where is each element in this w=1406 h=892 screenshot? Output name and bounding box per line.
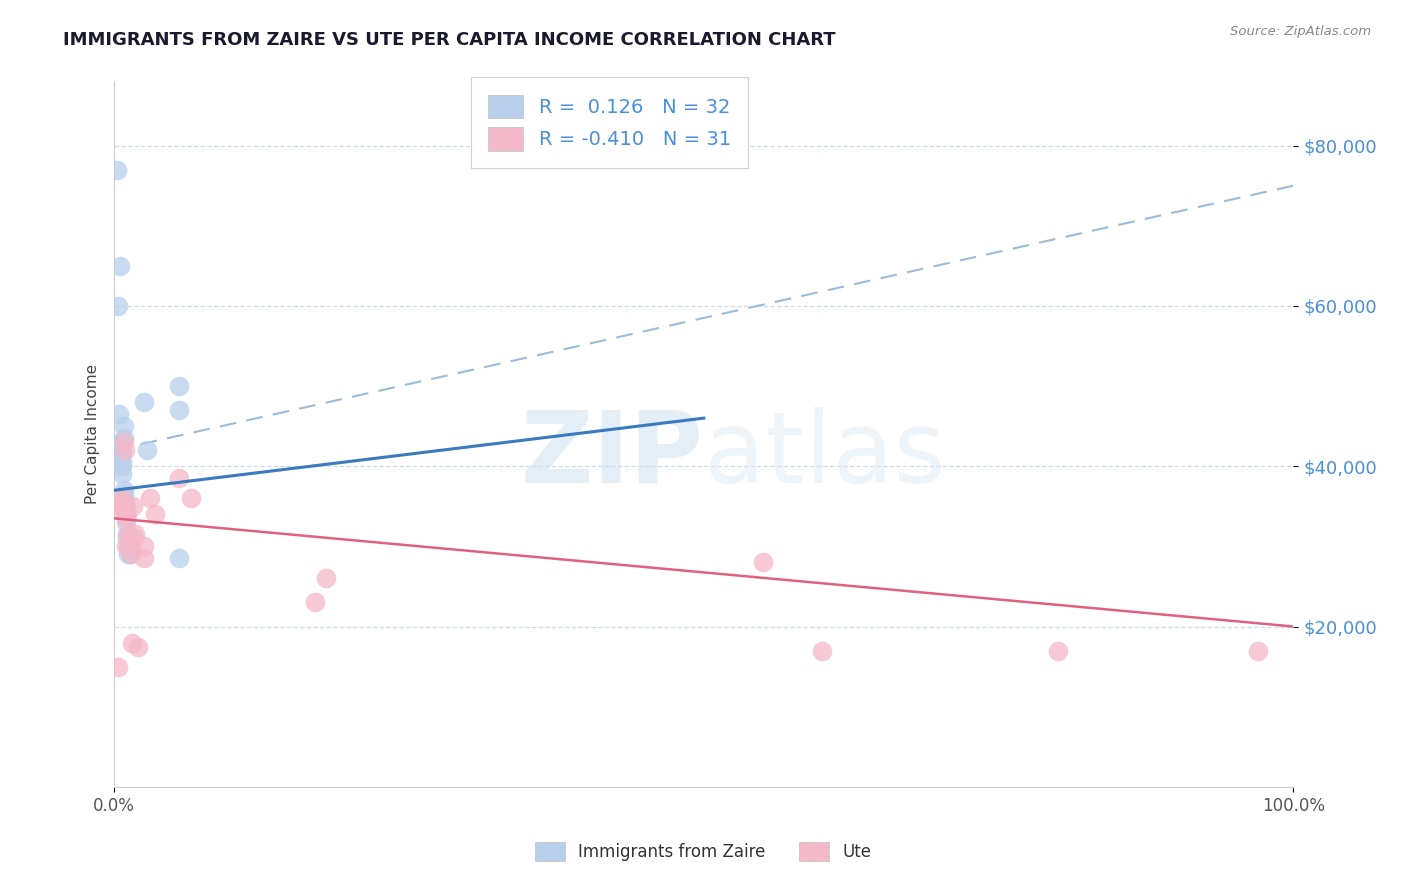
Point — [111, 459, 134, 474]
Point — [111, 491, 134, 506]
Point — [108, 407, 131, 421]
Point — [115, 503, 138, 517]
Text: IMMIGRANTS FROM ZAIRE VS UTE PER CAPITA INCOME CORRELATION CHART: IMMIGRANTS FROM ZAIRE VS UTE PER CAPITA … — [63, 31, 837, 49]
Point — [112, 419, 135, 434]
Point — [111, 467, 134, 482]
Point — [108, 503, 131, 517]
Point — [112, 431, 135, 445]
Point — [112, 487, 135, 501]
Point — [145, 508, 167, 522]
Point — [120, 543, 142, 558]
Point — [115, 511, 138, 525]
Point — [132, 551, 155, 566]
Point — [118, 535, 141, 549]
Point — [115, 540, 138, 554]
Point — [127, 640, 149, 654]
Point — [112, 483, 135, 498]
Legend: R =  0.126   N = 32, R = -0.410   N = 31: R = 0.126 N = 32, R = -0.410 N = 31 — [471, 77, 748, 169]
Y-axis label: Per Capita Income: Per Capita Income — [86, 364, 100, 504]
Point — [304, 595, 326, 609]
Legend: Immigrants from Zaire, Ute: Immigrants from Zaire, Ute — [529, 835, 877, 868]
Point — [105, 162, 128, 177]
Point — [111, 447, 134, 461]
Point — [122, 500, 145, 514]
Point — [115, 516, 138, 530]
Point — [132, 540, 155, 554]
Point — [108, 259, 131, 273]
Point — [118, 548, 141, 562]
Point — [315, 571, 337, 585]
Point — [167, 471, 190, 485]
Point — [107, 299, 129, 313]
Point — [112, 491, 135, 506]
Point — [117, 540, 139, 554]
Point — [111, 495, 134, 509]
Point — [112, 435, 135, 450]
Point — [132, 395, 155, 409]
Point — [1046, 643, 1069, 657]
Point — [115, 508, 138, 522]
Point — [110, 500, 132, 514]
Point — [167, 403, 190, 417]
Text: ZIP: ZIP — [522, 407, 704, 504]
Point — [752, 555, 775, 569]
Point — [114, 500, 136, 514]
Point — [136, 443, 159, 458]
Point — [121, 635, 143, 649]
Point — [1247, 643, 1270, 657]
Point — [114, 443, 136, 458]
Point — [117, 548, 139, 562]
Point — [115, 532, 138, 546]
Point — [115, 527, 138, 541]
Point — [111, 455, 134, 469]
Point — [117, 527, 139, 541]
Point — [167, 379, 190, 393]
Point — [114, 495, 136, 509]
Point — [114, 503, 136, 517]
Point — [124, 527, 146, 541]
Point — [138, 491, 160, 506]
Point — [115, 508, 138, 522]
Point — [120, 548, 142, 562]
Point — [107, 659, 129, 673]
Text: Source: ZipAtlas.com: Source: ZipAtlas.com — [1230, 25, 1371, 38]
Point — [110, 435, 132, 450]
Point — [180, 491, 202, 506]
Point — [114, 500, 136, 514]
Point — [122, 532, 145, 546]
Text: atlas: atlas — [704, 407, 945, 504]
Point — [167, 551, 190, 566]
Point — [110, 443, 132, 458]
Point — [810, 643, 832, 657]
